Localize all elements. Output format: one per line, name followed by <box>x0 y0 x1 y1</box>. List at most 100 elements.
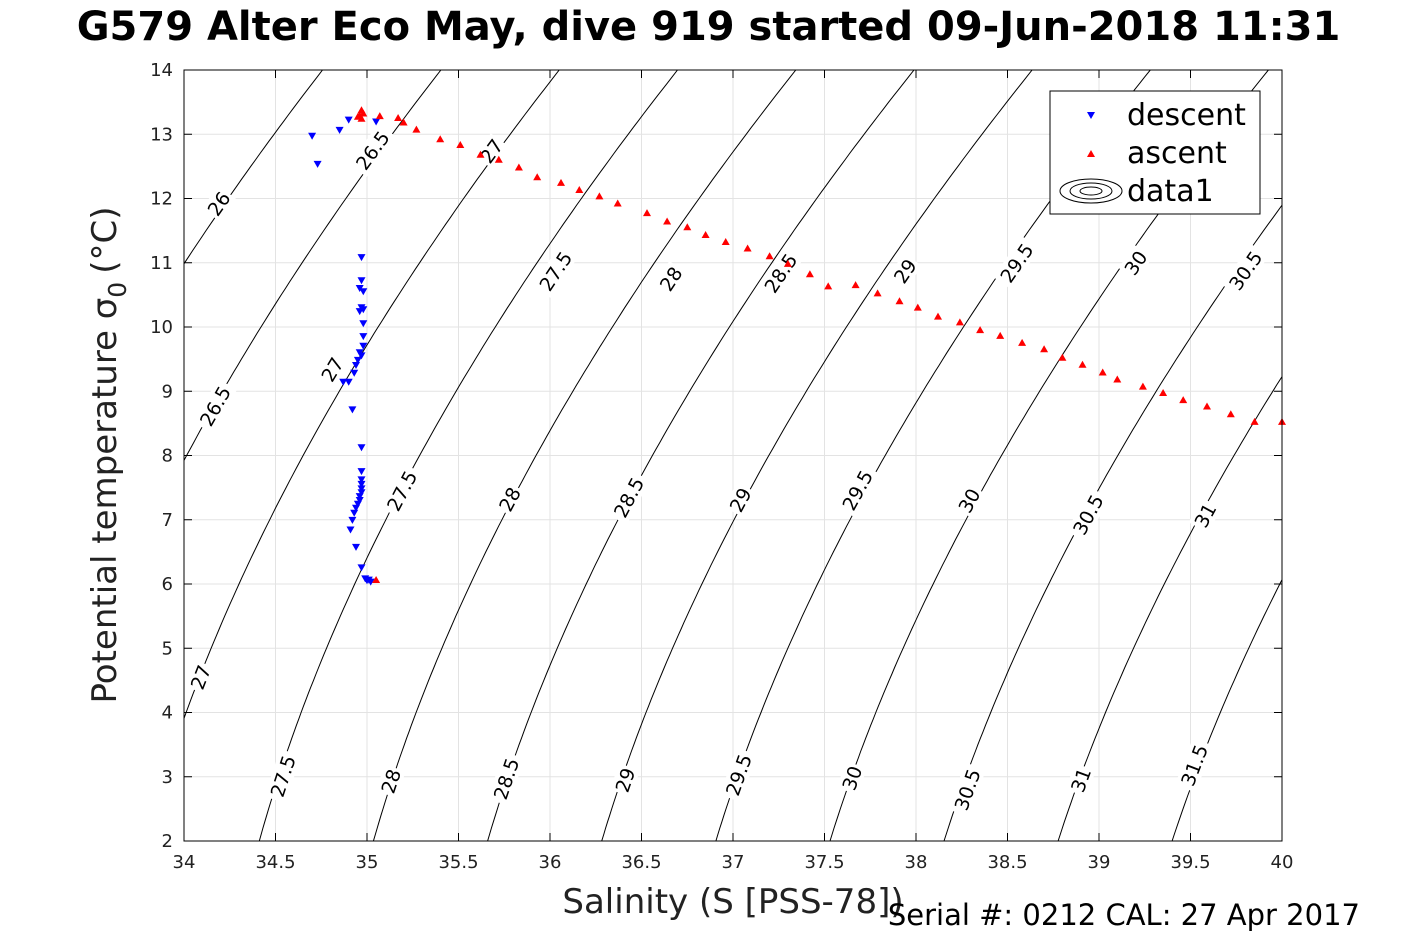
density-contour-line <box>943 204 1282 841</box>
x-axis-label: Salinity (S [PSS-78]) <box>562 882 903 922</box>
ascent-point <box>359 109 368 117</box>
descent-point <box>364 576 373 584</box>
ascent-point <box>394 114 403 121</box>
y-tick-label: 4 <box>162 703 173 724</box>
descent-point <box>352 504 360 512</box>
y-tick-label: 8 <box>162 446 173 467</box>
descent-point <box>359 342 368 350</box>
contour-label-bg <box>993 235 1040 290</box>
ascent-point <box>1098 368 1107 376</box>
descent-point <box>359 320 368 328</box>
svg-text:Potential temperature σ0(°C): Potential temperature σ0 (°C) <box>85 206 132 703</box>
ascent-point <box>1018 338 1027 346</box>
y-axis-label-subscript: 0 <box>103 282 132 298</box>
contour-label-bg <box>1174 737 1214 793</box>
legend-ascent-label: ascent <box>1127 136 1227 171</box>
x-tick-label: 34.5 <box>255 852 295 873</box>
descent-point <box>348 516 357 524</box>
descent-point <box>372 118 381 126</box>
ascent-point <box>375 112 384 120</box>
ascent-point <box>824 282 833 290</box>
ascent-point <box>851 281 860 289</box>
descent-point <box>346 526 355 534</box>
contour-label-bg <box>835 462 880 518</box>
density-contour-line <box>487 70 915 841</box>
descent-point <box>357 254 366 262</box>
descent-point <box>350 369 359 377</box>
ascent-point <box>1159 389 1168 396</box>
y-tick-label: 5 <box>162 638 173 659</box>
ascent-point <box>721 238 730 245</box>
contour-label-bg <box>719 747 758 803</box>
y-tick-label: 6 <box>162 574 173 595</box>
contour-label-bg <box>724 482 757 518</box>
ascent-point <box>575 186 584 193</box>
x-tick-label: 36.5 <box>621 852 661 873</box>
descent-point <box>344 116 353 124</box>
contour-label-bg <box>487 751 525 806</box>
density-contour-line <box>184 70 324 265</box>
ascent-point <box>476 150 485 158</box>
contour-label-bg <box>952 482 986 519</box>
legend: descent ascent data1 <box>1049 90 1261 215</box>
contour-label-bg <box>1065 763 1096 797</box>
contour-label-bg <box>757 246 804 300</box>
ascent-point <box>783 259 792 267</box>
density-contour-line <box>1171 578 1282 841</box>
ascent-point <box>955 318 964 326</box>
ascent-point <box>557 178 565 186</box>
legend-box <box>1049 90 1261 215</box>
ascent-point <box>613 199 622 207</box>
ascent-point <box>1250 417 1259 425</box>
ascent-point <box>873 289 882 297</box>
contour-label-bg <box>1222 243 1269 298</box>
ascent-point <box>976 326 985 334</box>
legend-contour-icon <box>1059 178 1123 204</box>
density-contour-line <box>184 70 560 720</box>
data-series <box>308 106 1286 586</box>
descent-point <box>353 500 362 508</box>
descent-point <box>355 497 364 504</box>
y-tick-label: 7 <box>162 510 173 531</box>
contour-label-bg <box>1066 487 1110 542</box>
descent-point <box>355 493 364 501</box>
descent-point <box>350 509 359 517</box>
contour-label-bg <box>888 253 922 289</box>
ascent-point <box>514 163 523 171</box>
contour-label-bg <box>1188 497 1222 533</box>
ascent-point <box>436 135 445 143</box>
ascent-point <box>683 223 692 231</box>
chart-title: G579 Alter Eco May, dive 919 started 09-… <box>76 4 1341 50</box>
contour-label-bg <box>948 762 986 817</box>
descent-point <box>357 476 366 484</box>
x-tick-label: 34 <box>173 852 196 873</box>
descent-point <box>359 333 368 341</box>
descent-point <box>357 564 366 572</box>
contour-label-bg <box>315 351 349 388</box>
descent-point <box>359 288 368 296</box>
descent-point <box>353 356 362 364</box>
descent-point <box>357 444 366 452</box>
descent-point <box>357 277 366 285</box>
descent-point <box>335 126 344 134</box>
legend-descent-label: descent <box>1127 98 1246 133</box>
x-tick-label: 35 <box>356 852 379 873</box>
x-tick-label: 40 <box>1271 852 1294 873</box>
contour-label-bg <box>532 244 579 299</box>
ascent-point <box>765 252 774 260</box>
ascent-point <box>494 155 503 163</box>
y-tick-label: 10 <box>150 317 173 338</box>
descent-point <box>352 543 360 551</box>
contour-label-bg <box>193 378 238 434</box>
legend-descent-marker <box>1087 112 1095 119</box>
y-axis-label: Potential temperature σ0 (°C) <box>85 206 132 703</box>
y-tick-label: 13 <box>150 124 173 145</box>
contour-label-bg <box>474 133 509 169</box>
ascent-point <box>1138 382 1147 390</box>
descent-point <box>352 362 360 369</box>
descent-point <box>339 378 348 386</box>
legend-data1-label: data1 <box>1127 174 1214 209</box>
descent-point <box>359 306 368 314</box>
descent-point <box>308 132 317 140</box>
ascent-point <box>399 118 408 126</box>
